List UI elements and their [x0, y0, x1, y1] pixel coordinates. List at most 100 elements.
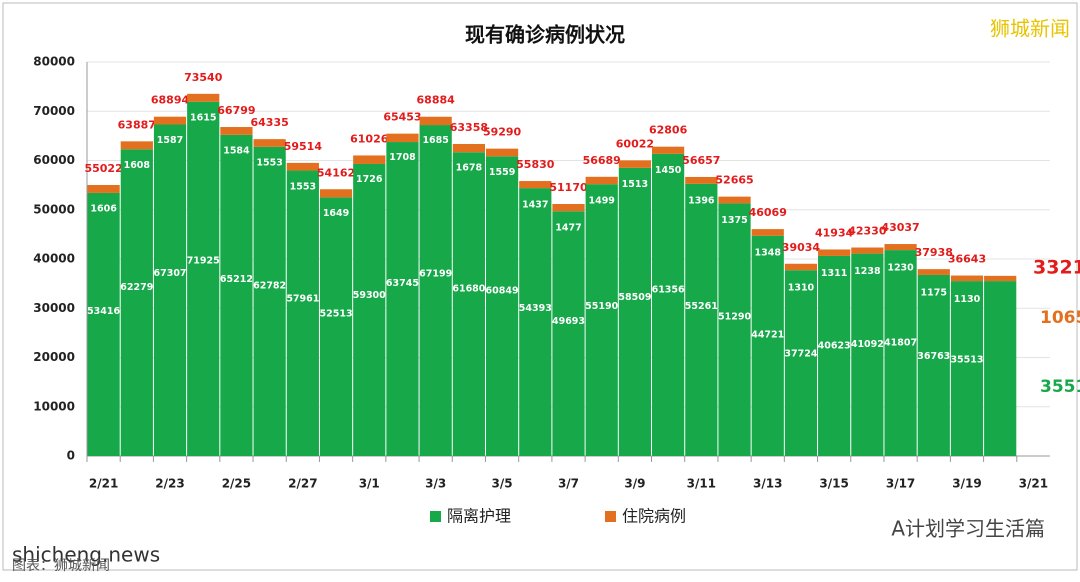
- total-label: 43037: [881, 221, 919, 234]
- bar-segment: [585, 176, 618, 185]
- bar-segment: [751, 229, 784, 236]
- value-label: 1375: [721, 215, 747, 226]
- value-label: 52513: [320, 308, 353, 319]
- bar-segment: [187, 93, 220, 102]
- total-label: 54162: [317, 166, 355, 179]
- x-tick-label: 3/19: [952, 477, 981, 491]
- bar-segment: [419, 125, 452, 456]
- value-label: 1708: [389, 152, 416, 163]
- bar-segment: [253, 146, 286, 456]
- bar-segment: [519, 181, 552, 189]
- bar-segment: [485, 148, 519, 157]
- bar-segment: [585, 184, 618, 456]
- bar-segment: [618, 167, 652, 456]
- bar-segment: [87, 192, 120, 456]
- value-label: 1130: [954, 294, 981, 305]
- value-label: 1649: [323, 208, 349, 219]
- value-label: 53416: [87, 306, 120, 317]
- value-label: 1499: [588, 195, 614, 206]
- value-label: 35513: [1040, 377, 1080, 397]
- x-tick-label: 3/11: [687, 477, 716, 491]
- value-label: 51290: [718, 312, 751, 323]
- value-label: 1584: [223, 146, 250, 157]
- y-tick-label: 40000: [33, 252, 75, 266]
- total-label: 55022: [84, 162, 122, 175]
- bar-segment: [685, 176, 718, 184]
- value-label: 41092: [851, 339, 884, 350]
- bar-segment: [120, 141, 153, 150]
- value-label: 60849: [486, 286, 519, 297]
- value-label: 1606: [90, 204, 117, 215]
- value-label: 62279: [120, 282, 153, 293]
- bar-segment: [950, 281, 984, 456]
- bar-segment: [386, 142, 419, 456]
- total-label: 63358: [450, 121, 488, 134]
- total-label: 64335: [250, 116, 288, 129]
- total-label: 63887: [118, 118, 156, 131]
- value-label: 36763: [917, 351, 950, 362]
- legend-swatch: [430, 511, 441, 522]
- bar-segment: [153, 124, 187, 456]
- total-label: 61026: [350, 132, 389, 145]
- value-label: 1311: [821, 268, 847, 279]
- bar-segment: [120, 149, 153, 456]
- value-label: 1230: [887, 263, 914, 274]
- watermark-account: A计划学习生活篇: [891, 517, 1045, 541]
- total-label: 56689: [583, 154, 621, 167]
- total-label: 73540: [184, 71, 223, 84]
- x-tick-label: 2/21: [89, 477, 118, 491]
- legend-label: 隔离护理: [447, 507, 511, 526]
- value-label: 1553: [256, 158, 282, 169]
- value-label: 1587: [157, 135, 183, 146]
- value-label: 1437: [522, 200, 548, 211]
- bar-segment: [950, 275, 984, 282]
- value-label: 1175: [921, 288, 947, 299]
- value-label: 58509: [618, 292, 651, 303]
- bar-segment: [784, 263, 818, 271]
- total-label: 59290: [483, 126, 522, 139]
- value-label: 57961: [286, 293, 319, 304]
- total-label: 65453: [383, 111, 421, 124]
- value-label: 1238: [854, 266, 881, 277]
- value-label: 55190: [585, 301, 618, 312]
- x-tick-label: 3/15: [819, 477, 848, 491]
- total-label: 41934: [815, 226, 854, 239]
- value-label: 63745: [386, 278, 419, 289]
- bar-segment: [618, 160, 652, 168]
- bar-segment: [286, 162, 319, 171]
- value-label: 49693: [552, 316, 585, 327]
- value-label: 1615: [190, 112, 216, 123]
- total-label: 56657: [682, 154, 720, 167]
- bar-segment: [818, 255, 851, 456]
- watermark-source: 狮城新闻: [990, 17, 1070, 41]
- x-tick-label: 3/5: [492, 477, 513, 491]
- y-tick-label: 60000: [33, 153, 75, 167]
- x-tick-label: 3/3: [425, 477, 446, 491]
- value-label: 37724: [784, 348, 817, 359]
- bar-segment: [220, 127, 253, 135]
- value-label: 1065: [1040, 308, 1080, 328]
- bar-segment: [452, 143, 485, 153]
- total-label: 68884: [417, 94, 456, 107]
- bar-segment: [319, 189, 353, 198]
- bar-segment: [718, 196, 751, 204]
- bar-segment: [386, 133, 419, 143]
- bar-segment: [552, 211, 585, 456]
- value-label: 1685: [422, 135, 448, 146]
- bar-segment: [286, 170, 319, 457]
- value-label: 65212: [220, 274, 253, 285]
- x-tick-label: 2/23: [155, 477, 184, 491]
- bar-segment: [917, 269, 950, 275]
- value-label: 61680: [452, 283, 485, 294]
- value-label: 44721: [751, 329, 784, 340]
- value-label: 1559: [489, 167, 515, 178]
- bar-segment: [153, 116, 187, 125]
- value-label: 67199: [419, 268, 452, 279]
- bar-segment: [851, 247, 884, 254]
- total-label: 55830: [516, 158, 555, 171]
- x-tick-label: 3/1: [359, 477, 380, 491]
- value-label: 1310: [788, 282, 815, 293]
- bar-segment: [353, 155, 386, 164]
- value-label: 1477: [555, 222, 581, 233]
- watermark-site: shicheng.news: [12, 543, 160, 567]
